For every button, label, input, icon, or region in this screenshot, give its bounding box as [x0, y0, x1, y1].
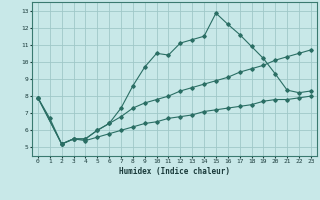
X-axis label: Humidex (Indice chaleur): Humidex (Indice chaleur) — [119, 167, 230, 176]
